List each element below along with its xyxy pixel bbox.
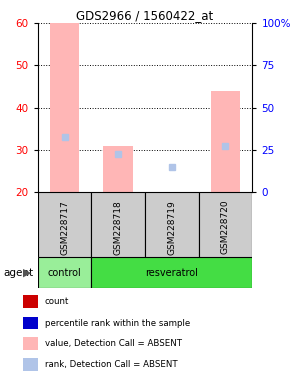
Bar (38, 257, 91, 288)
Bar (199, 192, 252, 257)
Text: agent: agent (3, 268, 33, 278)
Text: resveratrol: resveratrol (145, 268, 198, 278)
Bar (23, 295, 38, 308)
Text: rank, Detection Call = ABSENT: rank, Detection Call = ABSENT (45, 360, 177, 369)
Text: value, Detection Call = ABSENT: value, Detection Call = ABSENT (45, 339, 182, 348)
Bar (91, 192, 145, 257)
Bar (23, 337, 38, 350)
Text: count: count (45, 297, 69, 306)
Bar (50, 23, 79, 192)
Bar (145, 192, 199, 257)
Bar (23, 358, 38, 371)
Bar (211, 91, 240, 192)
Text: control: control (48, 268, 81, 278)
Text: GSM228717: GSM228717 (60, 200, 69, 255)
Bar (91, 257, 252, 288)
Text: percentile rank within the sample: percentile rank within the sample (45, 318, 190, 328)
Text: GSM228718: GSM228718 (114, 200, 123, 255)
Title: GDS2966 / 1560422_at: GDS2966 / 1560422_at (76, 9, 214, 22)
Text: ▶: ▶ (23, 268, 32, 278)
Text: GSM228720: GSM228720 (221, 200, 230, 255)
Bar (104, 146, 133, 192)
Text: GSM228719: GSM228719 (167, 200, 176, 255)
Bar (38, 192, 91, 257)
Bar (23, 316, 38, 329)
